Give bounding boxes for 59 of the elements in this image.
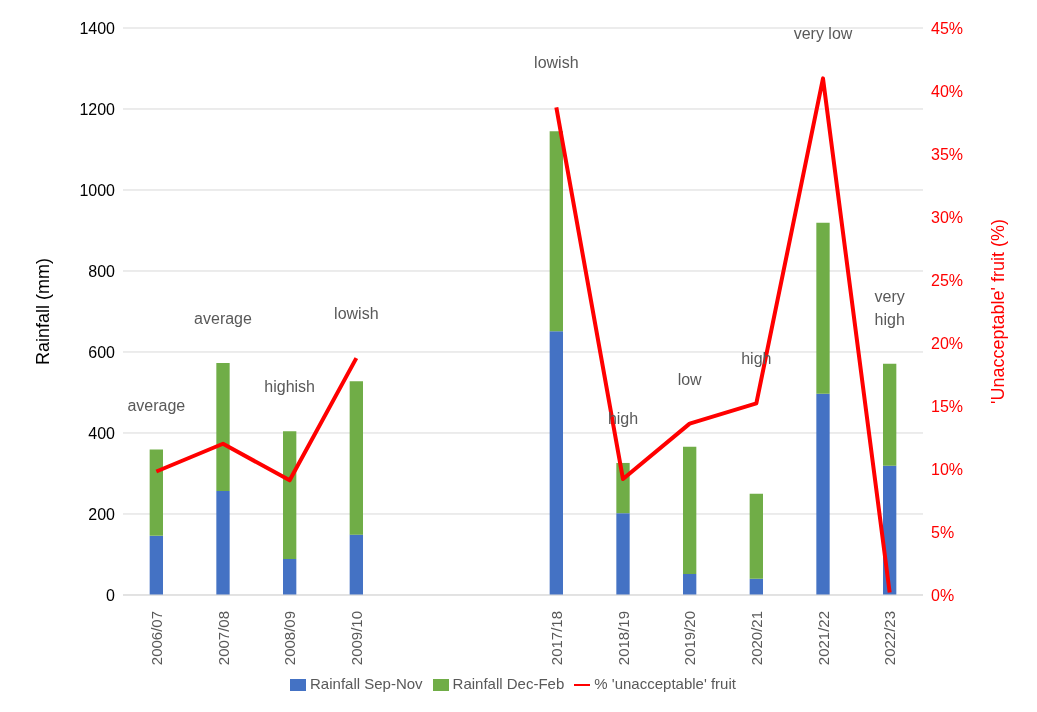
y-tick-label: 1200 [79, 100, 116, 118]
bar [216, 362, 230, 491]
annotation: very low [793, 24, 853, 42]
y-axis-title: Rainfall (mm) [33, 257, 54, 365]
bar [683, 446, 697, 574]
annotation: lowish [534, 53, 579, 71]
bar [683, 573, 697, 595]
x-tick-label: 2019/20 [681, 610, 699, 666]
x-tick-label: 2021/22 [814, 610, 832, 666]
bar [816, 222, 830, 394]
y-tick-label: 600 [88, 343, 116, 361]
bar [149, 449, 163, 536]
x-tick-label: 2020/21 [747, 610, 765, 666]
bar [349, 381, 363, 535]
bar [749, 578, 763, 595]
annotation: lowish [334, 304, 379, 322]
bar [349, 534, 363, 595]
y-tick-label: 1400 [79, 19, 116, 37]
annotation: very high [874, 287, 905, 328]
x-tick-label: 2006/07 [147, 610, 165, 666]
legend-label: Rainfall Sep-Nov [310, 674, 423, 692]
x-tick-label: 2009/10 [347, 610, 365, 666]
x-tick-label: 2007/08 [214, 610, 232, 666]
annotation: low [677, 370, 703, 388]
y-tick-label: 800 [88, 262, 116, 280]
legend-label: % 'unacceptable' fruit [594, 674, 736, 692]
annotation: average [194, 309, 253, 327]
y-tick-label: 1000 [79, 181, 116, 199]
annotation: average [127, 396, 186, 414]
bar [616, 513, 630, 595]
y2-tick-label: 30% [931, 208, 964, 226]
y2-tick-label: 35% [931, 145, 964, 163]
bar [816, 393, 830, 595]
y2-tick-label: 0% [931, 586, 955, 604]
annotation: highish [264, 377, 316, 395]
y2-tick-label: 10% [931, 460, 964, 478]
y2-tick-label: 20% [931, 334, 964, 352]
y2-tick-label: 45% [931, 19, 964, 37]
legend-label: Rainfall Dec-Feb [452, 674, 565, 692]
bar [216, 490, 230, 595]
y2-tick-label: 25% [931, 271, 964, 289]
bar [549, 131, 563, 332]
y-tick-label: 400 [88, 424, 116, 442]
y2-tick-label: 15% [931, 397, 964, 415]
x-tick-label: 2018/19 [614, 610, 632, 666]
x-tick-label: 2022/23 [881, 610, 899, 666]
bar [283, 558, 297, 595]
y2-tick-label: 40% [931, 82, 964, 100]
y2-tick-label: 5% [931, 523, 955, 541]
bar [883, 363, 897, 466]
bar [283, 431, 297, 559]
y-tick-label: 0 [106, 586, 116, 604]
y2-axis-title: 'Unacceptable' fruit (%) [988, 219, 1009, 404]
bar [149, 535, 163, 595]
bar [749, 493, 763, 579]
y-tick-label: 200 [88, 505, 116, 523]
x-tick-label: 2017/18 [547, 610, 565, 666]
bar [549, 331, 563, 595]
x-tick-label: 2008/09 [281, 610, 299, 666]
